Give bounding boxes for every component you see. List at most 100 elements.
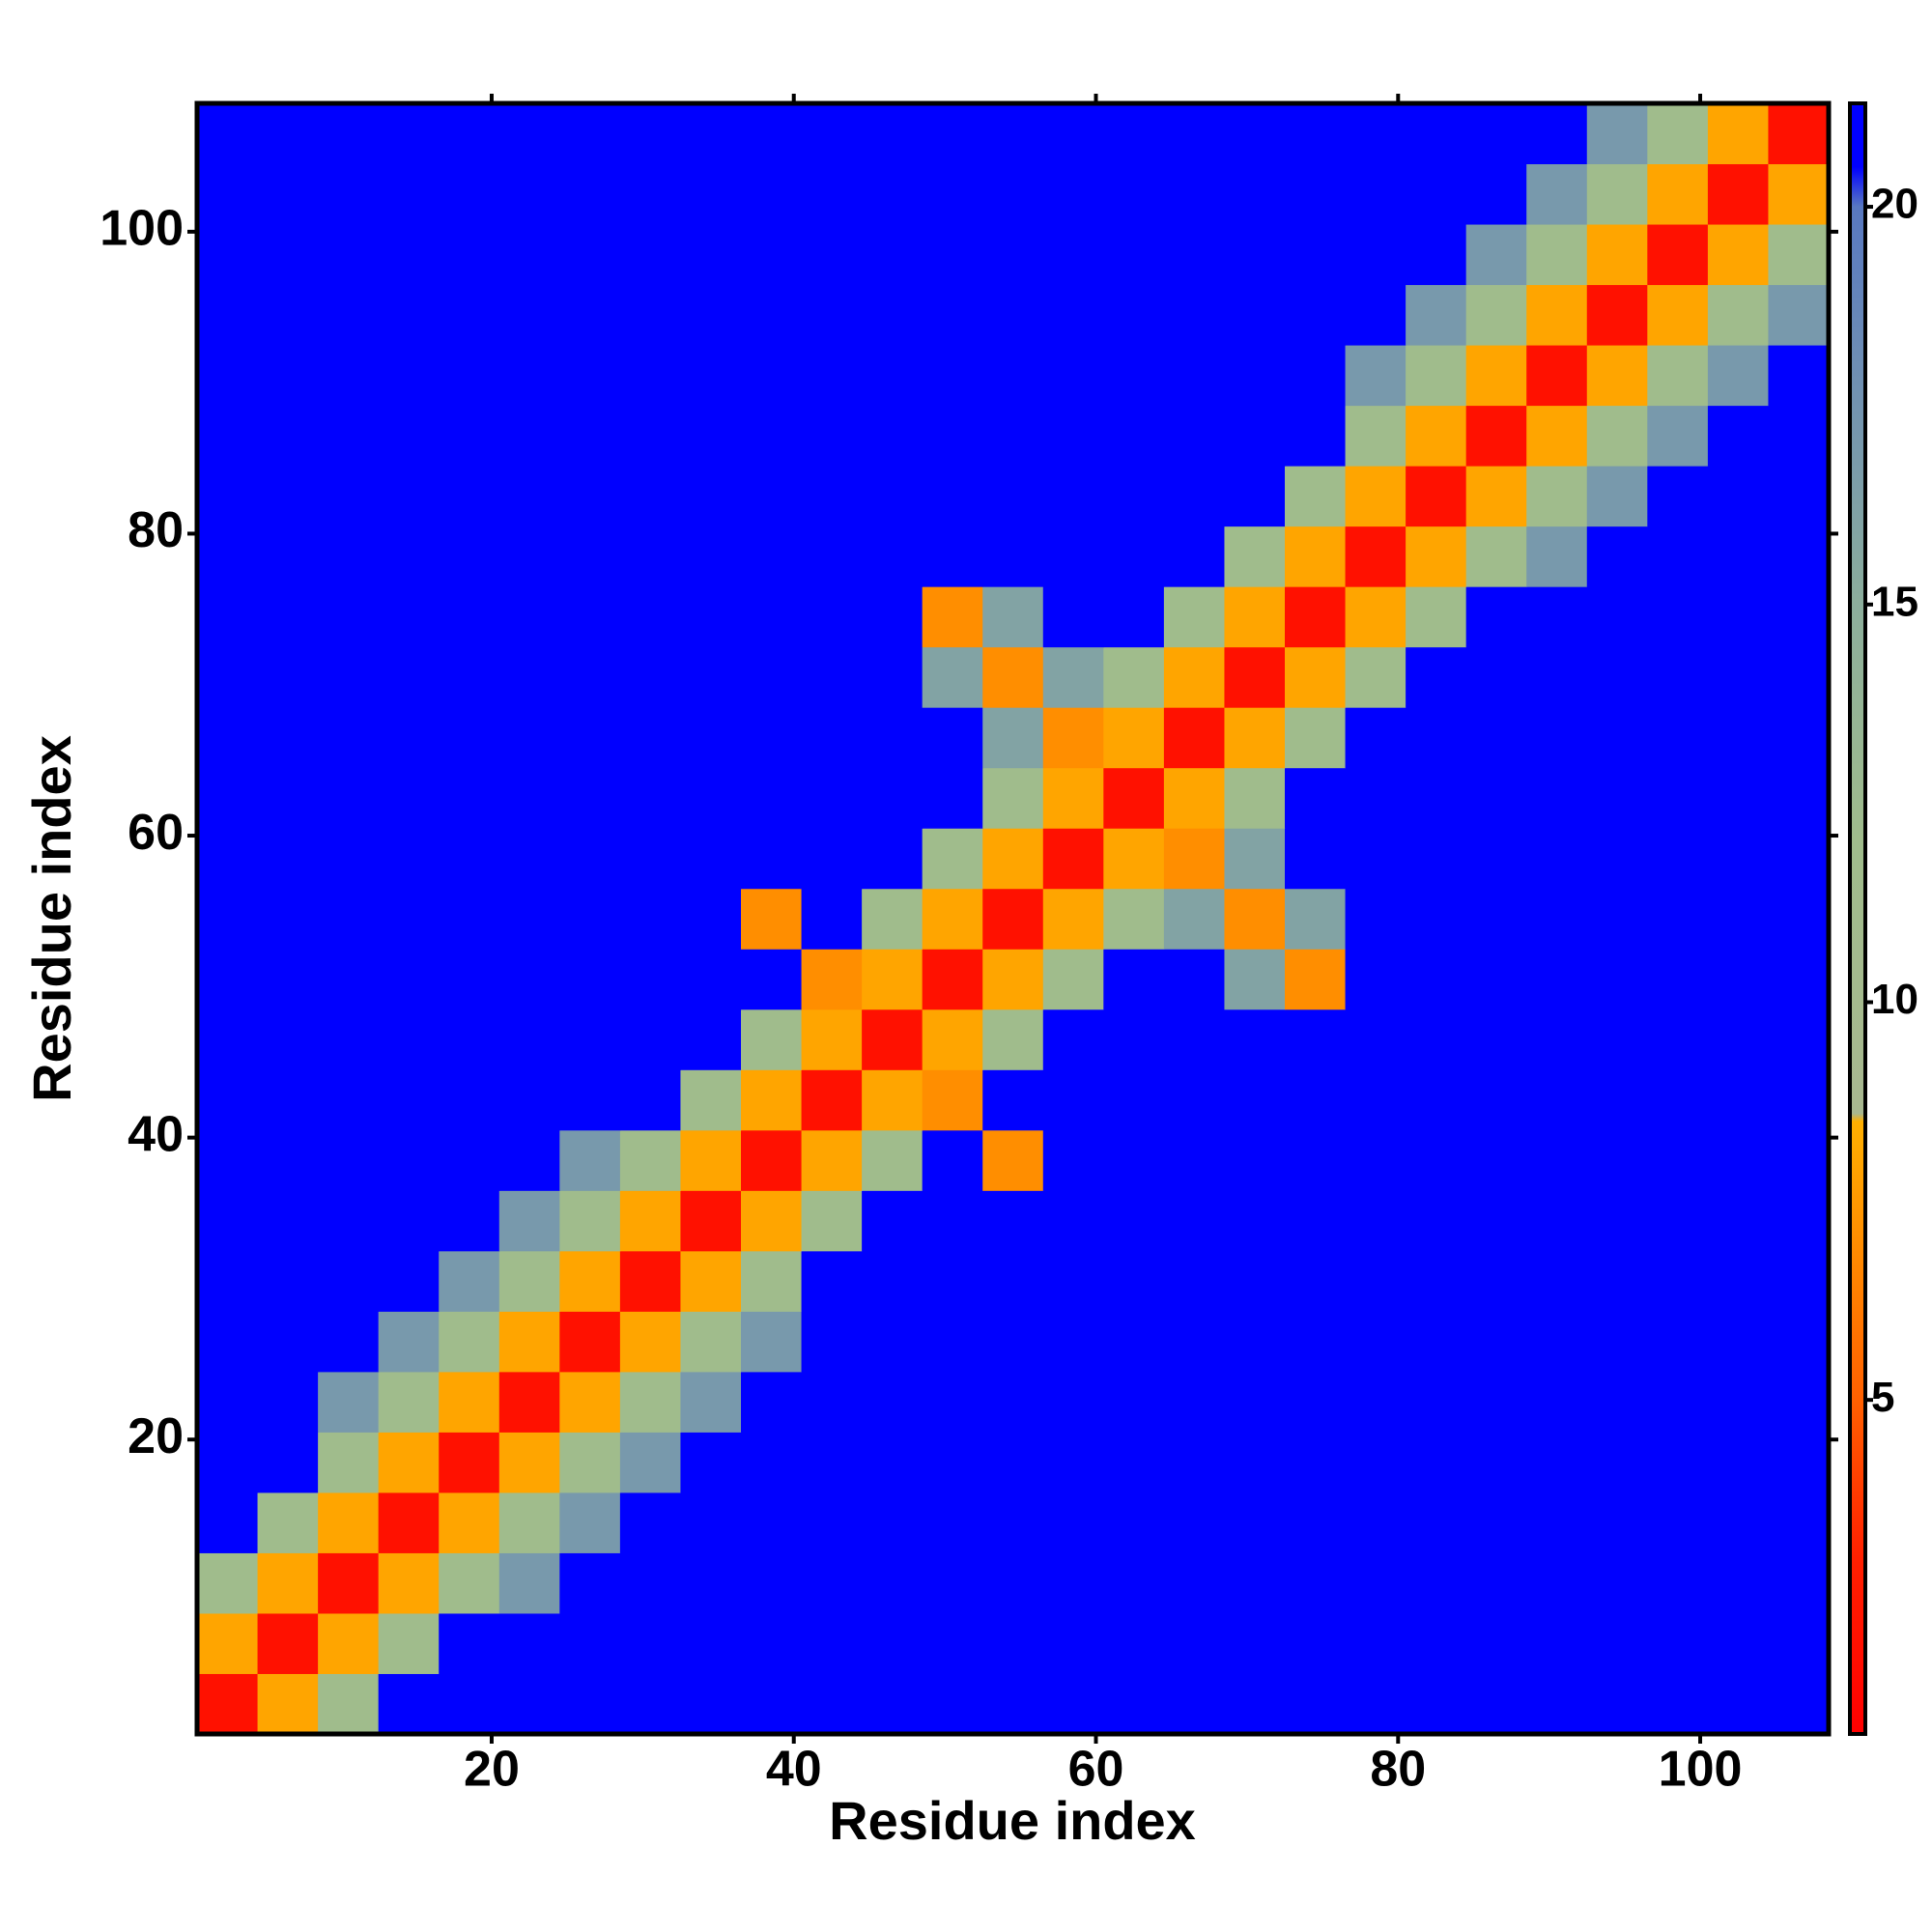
heatmap-cell	[1465, 1069, 1527, 1131]
heatmap-cell	[1768, 1552, 1830, 1614]
heatmap-cell	[801, 345, 863, 407]
heatmap-cell	[378, 224, 440, 286]
heatmap-cell	[1465, 345, 1527, 407]
heatmap-cell	[801, 466, 863, 527]
heatmap-cell	[1586, 828, 1648, 890]
heatmap-cell	[801, 1492, 863, 1553]
heatmap-cell	[922, 586, 983, 648]
heatmap-cell	[680, 707, 742, 769]
heatmap-cell	[1224, 466, 1286, 527]
heatmap-cell	[498, 949, 560, 1010]
heatmap-cell	[197, 1612, 259, 1674]
heatmap-cell	[378, 1673, 440, 1735]
heatmap-cell	[1103, 466, 1165, 527]
heatmap-cell	[1345, 1552, 1406, 1614]
heatmap-cell	[257, 1492, 319, 1553]
heatmap-cell	[680, 1311, 742, 1373]
heatmap-cell	[862, 1371, 923, 1433]
heatmap-cell	[1406, 1612, 1467, 1674]
heatmap-cell	[378, 526, 440, 587]
heatmap-cell	[862, 163, 923, 225]
heatmap-cell	[439, 345, 500, 407]
heatmap-cell	[1526, 1432, 1588, 1493]
heatmap-cell	[1465, 1311, 1527, 1373]
heatmap-cell	[1647, 646, 1709, 708]
heatmap-cell	[1768, 1673, 1830, 1735]
heatmap-cell	[741, 1190, 803, 1252]
heatmap-cell	[318, 767, 380, 829]
heatmap-cell	[1586, 526, 1648, 587]
heatmap-cell	[741, 1432, 803, 1493]
heatmap-cell	[1707, 1250, 1769, 1312]
heatmap-cell	[1406, 1492, 1467, 1553]
heatmap-cell	[197, 103, 259, 165]
heatmap-cell	[1707, 284, 1769, 346]
heatmap-cell	[257, 526, 319, 587]
x-tick-label: 60	[1068, 1742, 1124, 1798]
heatmap-cell	[1526, 1311, 1588, 1373]
heatmap-cell	[318, 163, 380, 225]
heatmap-cell	[1406, 1371, 1467, 1433]
heatmap-cell	[922, 1311, 983, 1373]
heatmap-cell	[1768, 284, 1830, 346]
heatmap-cell	[197, 888, 259, 950]
heatmap-cell	[1163, 345, 1225, 407]
heatmap-cell	[862, 888, 923, 950]
heatmap-cell	[982, 1250, 1044, 1312]
heatmap-cell	[1224, 1371, 1286, 1433]
heatmap-cell	[801, 646, 863, 708]
heatmap-cell	[1465, 1250, 1527, 1312]
heatmap-cell	[559, 1371, 621, 1433]
heatmap-cell	[197, 707, 259, 769]
heatmap-cell	[680, 163, 742, 225]
heatmap-cell	[619, 1371, 681, 1433]
heatmap-cell	[801, 1009, 863, 1070]
heatmap-cell	[1285, 767, 1347, 829]
heatmap-cell	[1042, 284, 1104, 346]
heatmap-cell	[1526, 1069, 1588, 1131]
heatmap-cell	[1163, 1612, 1225, 1674]
heatmap-cell	[1163, 1190, 1225, 1252]
heatmap-cell	[1647, 1371, 1709, 1433]
heatmap-cell	[801, 1371, 863, 1433]
heatmap-cell	[1707, 1009, 1769, 1070]
heatmap-cell	[378, 888, 440, 950]
heatmap-cell	[1768, 1009, 1830, 1070]
heatmap-cell	[257, 646, 319, 708]
heatmap-cell	[680, 345, 742, 407]
heatmap-cell	[257, 1612, 319, 1674]
heatmap-cell	[439, 1009, 500, 1070]
heatmap-cell	[982, 224, 1044, 286]
heatmap-cell	[1647, 888, 1709, 950]
heatmap-cell	[1345, 767, 1406, 829]
heatmap-cell	[982, 1432, 1044, 1493]
heatmap-cell	[801, 284, 863, 346]
heatmap-cell	[257, 1673, 319, 1735]
heatmap-cell	[1586, 1190, 1648, 1252]
heatmap-cell	[1526, 1673, 1588, 1735]
heatmap-cell	[559, 103, 621, 165]
heatmap-cell	[318, 224, 380, 286]
heatmap-cell	[680, 586, 742, 648]
heatmap-cell	[1042, 1673, 1104, 1735]
heatmap-cell	[1345, 1432, 1406, 1493]
heatmap-cell	[498, 828, 560, 890]
heatmap-cell	[1103, 586, 1165, 648]
heatmap-cell	[801, 1432, 863, 1493]
heatmap-cell	[680, 1432, 742, 1493]
heatmap-cell	[1647, 1432, 1709, 1493]
heatmap-cell	[498, 526, 560, 587]
heatmap-cell	[1103, 526, 1165, 587]
heatmap-cell	[1647, 103, 1709, 165]
heatmap-cell	[318, 888, 380, 950]
heatmap-cell	[982, 1612, 1044, 1674]
heatmap-cell	[1042, 586, 1104, 648]
heatmap-cell	[1768, 707, 1830, 769]
heatmap-cell	[619, 1009, 681, 1070]
heatmap-cell	[439, 1432, 500, 1493]
heatmap-cell	[862, 1612, 923, 1674]
heatmap-cell	[1586, 586, 1648, 648]
heatmap-cell	[1042, 1009, 1104, 1070]
heatmap-cell	[982, 828, 1044, 890]
heatmap-cell	[982, 1552, 1044, 1614]
